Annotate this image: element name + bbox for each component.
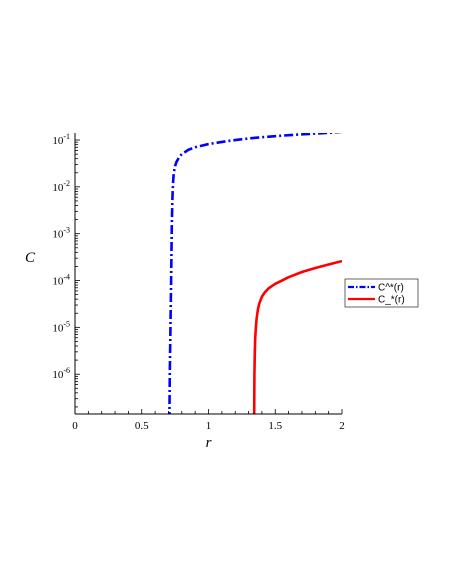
series-line-0 [168, 133, 342, 414]
legend-label-1: C_*(r) [378, 295, 405, 306]
x-tick-label: 1 [206, 420, 212, 432]
x-axis-label: r [206, 435, 212, 451]
y-axis-ticks: 10-6 10-5 10-4 10-3 10-2 10-1 [52, 132, 80, 408]
plot-area [168, 133, 342, 414]
y-axis-label: C [25, 250, 36, 266]
axes [74, 133, 342, 415]
series-line-1 [252, 259, 342, 414]
x-axis-ticks: 0 0.5 1 1.5 2 [72, 409, 345, 432]
x-tick-label: 1.5 [268, 420, 282, 432]
y-tick-label: 10-2 [52, 179, 70, 194]
legend: C^*(r)C_*(r) [344, 278, 419, 308]
x-tick-label: 0.5 [135, 420, 149, 432]
y-tick-label: 10-5 [52, 319, 70, 334]
legend-label-0: C^*(r) [378, 283, 404, 294]
y-tick-label: 10-1 [52, 132, 70, 147]
y-tick-label: 10-3 [52, 226, 70, 241]
y-tick-label: 10-6 [52, 366, 70, 381]
x-tick-label: 0 [72, 420, 78, 432]
y-tick-label: 10-4 [52, 273, 70, 288]
legend-box [344, 278, 419, 308]
x-tick-label: 2 [339, 420, 345, 432]
